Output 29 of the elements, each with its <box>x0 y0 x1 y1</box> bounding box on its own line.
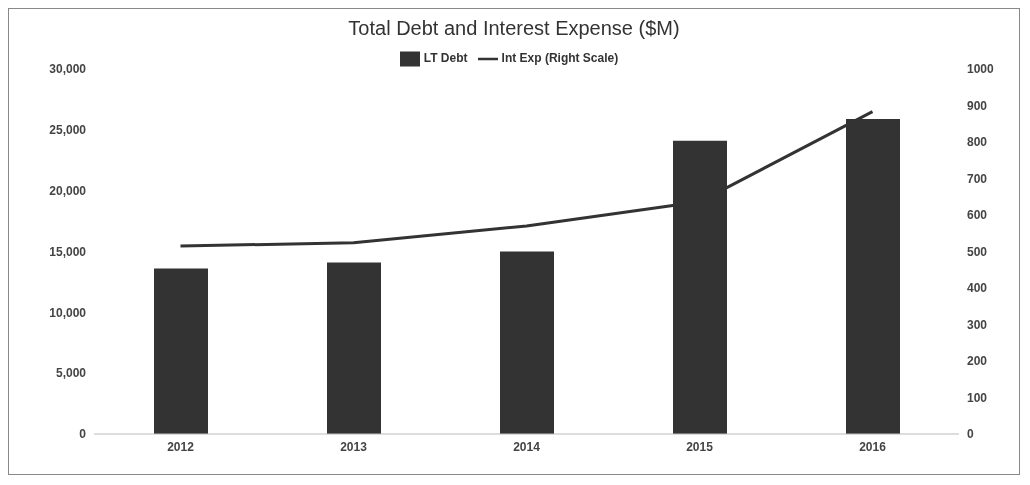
legend-label: Int Exp (Right Scale) <box>501 51 619 66</box>
bar <box>154 268 208 434</box>
y-tick-label: 15,000 <box>49 244 87 259</box>
legend-label: LT Debt <box>423 51 468 66</box>
x-tick-label: 2013 <box>340 439 368 454</box>
y-tick-label: 10,000 <box>49 305 87 320</box>
x-tick-label: 2014 <box>513 439 541 454</box>
x-tick-label: 2016 <box>859 439 887 454</box>
y2-tick-label: 100 <box>967 390 988 405</box>
y2-tick-label: 800 <box>967 135 988 150</box>
y2-tick-label: 300 <box>967 317 988 332</box>
y2-tick-label: 0 <box>967 427 974 442</box>
x-tick-label: 2012 <box>167 439 195 454</box>
y2-tick-label: 200 <box>967 354 988 369</box>
y-tick-label: 30,000 <box>49 62 87 77</box>
y2-tick-label: 1000 <box>967 62 995 77</box>
y-tick-label: 5,000 <box>55 366 87 381</box>
y2-tick-label: 400 <box>967 281 988 296</box>
y2-tick-label: 900 <box>967 98 988 113</box>
y-tick-label: 25,000 <box>49 123 87 138</box>
y2-tick-label: 700 <box>967 171 988 186</box>
y2-tick-label: 600 <box>967 208 988 223</box>
bar <box>327 262 381 434</box>
y2-tick-label: 500 <box>967 244 988 259</box>
y-tick-label: 20,000 <box>49 183 87 198</box>
x-tick-label: 2015 <box>686 439 714 454</box>
bar <box>500 251 554 434</box>
y-tick-label: 0 <box>79 427 87 442</box>
chart-title: Total Debt and Interest Expense ($M) <box>347 17 681 40</box>
